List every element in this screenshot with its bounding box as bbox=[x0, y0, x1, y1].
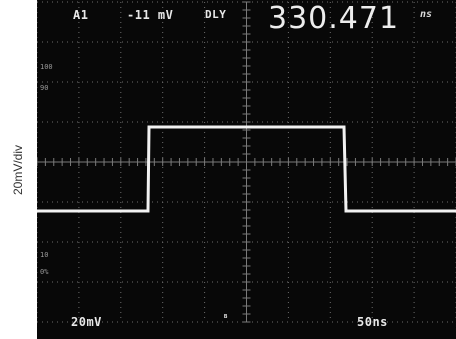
volts-per-div-readout: 20mV bbox=[71, 315, 102, 329]
graticule bbox=[37, 1, 456, 323]
marker-90: 90 bbox=[40, 84, 49, 92]
channel-readout: A1 bbox=[73, 8, 89, 22]
marker-100: 100 bbox=[40, 63, 53, 71]
delay-label: DLY bbox=[205, 8, 227, 21]
waveform-trace bbox=[37, 125, 456, 213]
oscilloscope-screen: A1 -11 mV DLY 330.471 ns 100 90 10 0% 20… bbox=[37, 0, 456, 339]
vertical-scale-label: 20mV/div bbox=[11, 144, 25, 196]
time-per-div-readout: 50ns bbox=[357, 315, 388, 329]
marker-10: 10 bbox=[40, 251, 49, 259]
delay-unit: ns bbox=[420, 9, 433, 20]
delay-value: 330.471 bbox=[268, 1, 400, 36]
bandwidth-icon: ᴮ bbox=[223, 314, 229, 324]
trigger-level-readout: -11 mV bbox=[127, 8, 174, 22]
marker-0: 0% bbox=[40, 268, 49, 276]
